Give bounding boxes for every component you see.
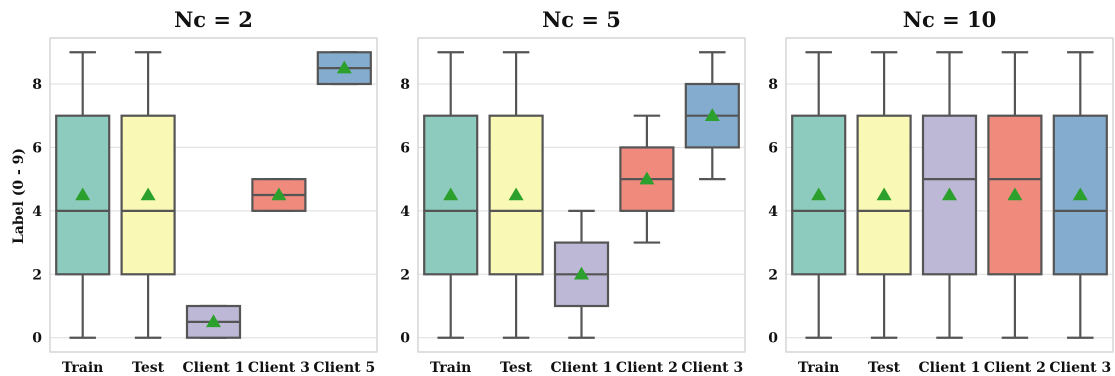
x-tick-label: Client 3 <box>681 360 743 376</box>
panel-1: 0 2 4 6 8 Train Test Client 1 Client 3 Client 5 Nc… <box>32 7 378 376</box>
box-3 <box>185 304 242 339</box>
box-3 <box>553 209 610 339</box>
y-tick-label: 2 <box>768 267 778 283</box>
x-tick-label: Client 3 <box>248 360 310 376</box>
y-tick-label: 4 <box>768 204 778 220</box>
x-tick-label: Train <box>430 360 471 376</box>
box-4 <box>251 178 307 212</box>
y-tick-label: 0 <box>768 331 778 347</box>
panel-frame <box>785 37 1114 353</box>
y-tick-label: 4 <box>400 204 410 220</box>
box-body <box>55 114 111 276</box>
panel-frame <box>417 37 746 353</box>
panel-frame <box>49 37 378 353</box>
box-1 <box>423 51 479 339</box>
box-1 <box>791 51 847 339</box>
mean-marker <box>1007 187 1023 201</box>
box-3 <box>921 51 978 339</box>
box-5 <box>684 51 740 181</box>
box-body <box>423 114 479 276</box>
y-tick-label: 2 <box>400 267 410 283</box>
box-5 <box>1052 51 1108 339</box>
y-tick-label: 0 <box>400 331 410 347</box>
x-tick-label: Test <box>132 360 165 376</box>
y-tick-label: 6 <box>768 140 778 156</box>
panel-title: Nc = 2 <box>174 7 253 32</box>
y-tick-label: 8 <box>32 77 42 93</box>
x-tick-label: Client 2 <box>616 360 678 376</box>
box-1 <box>55 51 111 339</box>
x-tick-label: Train <box>62 360 103 376</box>
mean-marker <box>206 314 221 328</box>
mean-marker <box>1072 187 1088 201</box>
y-axis-label: Label (0 - 9) <box>11 148 27 244</box>
mean-marker <box>811 187 827 201</box>
box-2 <box>856 51 912 339</box>
x-tick-label: Test <box>868 360 901 376</box>
y-tick-label: 8 <box>768 77 778 93</box>
panel-title: Nc = 10 <box>903 7 996 32</box>
box-body <box>791 114 847 276</box>
x-tick-label: Client 1 <box>919 360 981 376</box>
y-tick-label: 0 <box>32 331 42 347</box>
panel-3: 0 2 4 6 8 Train Test Client 1 Client 2 Client 3 Nc… <box>768 7 1114 376</box>
y-tick-label: 2 <box>32 267 42 283</box>
mean-marker <box>508 187 524 201</box>
mean-marker <box>271 187 287 201</box>
x-tick-label: Client 5 <box>313 360 375 376</box>
panel-title: Nc = 5 <box>542 7 621 32</box>
mean-marker <box>443 187 459 201</box>
mean-marker <box>140 187 156 201</box>
y-tick-label: 6 <box>32 140 42 156</box>
box-2 <box>120 51 176 339</box>
mean-marker <box>336 60 352 74</box>
mean-marker <box>75 187 91 201</box>
mean-marker <box>876 187 892 201</box>
panel-2: 0 2 4 6 8 Train Test Client 1 Client 2 Client 3 Nc… <box>400 7 746 376</box>
mean-marker <box>704 108 720 121</box>
box-4 <box>619 114 675 244</box>
x-tick-label: Client 1 <box>183 360 245 376</box>
box-2 <box>488 51 544 339</box>
y-tick-label: 6 <box>400 140 410 156</box>
box-5 <box>316 51 372 86</box>
y-tick-label: 4 <box>32 204 42 220</box>
x-tick-label: Client 1 <box>551 360 613 376</box>
x-tick-label: Test <box>500 360 533 376</box>
mean-marker <box>942 187 957 201</box>
mean-marker <box>574 266 589 280</box>
x-tick-label: Train <box>798 360 839 376</box>
x-tick-label: Client 3 <box>1049 360 1111 376</box>
x-tick-label: Client 2 <box>984 360 1046 376</box>
box-4 <box>987 51 1043 339</box>
y-tick-label: 8 <box>400 77 410 93</box>
mean-marker <box>639 171 655 185</box>
